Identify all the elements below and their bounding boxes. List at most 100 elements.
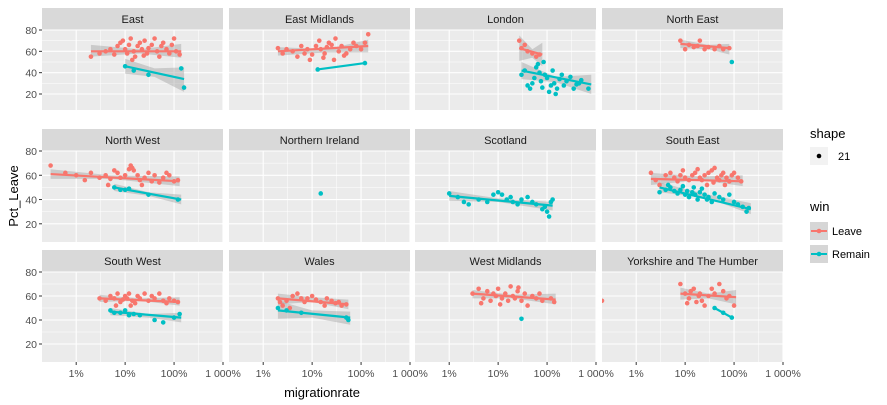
trend-line-remain	[277, 309, 351, 319]
data-point-remain	[571, 86, 576, 91]
data-point-remain	[561, 83, 567, 88]
panel-plot-area	[48, 163, 182, 205]
data-point-leave	[307, 57, 313, 63]
data-point-remain	[744, 209, 749, 214]
data-point-leave	[113, 303, 119, 308]
data-point-remain	[530, 81, 535, 86]
facet-strip-label: East Midlands	[285, 14, 355, 26]
panel-plot-area	[275, 291, 351, 325]
data-point-leave	[171, 36, 177, 41]
data-point-leave	[694, 299, 699, 305]
data-point-leave	[132, 54, 138, 59]
trend-line-leave	[50, 172, 180, 183]
legend-shape-label: 21	[838, 151, 850, 163]
data-point-leave	[488, 298, 493, 304]
panel-plot-area	[470, 284, 557, 322]
x-tick-label: 10%	[115, 368, 136, 380]
data-point-remain	[720, 197, 726, 202]
facet-strip-label: South West	[104, 256, 161, 268]
data-point-remain	[535, 61, 541, 67]
confidence-band-remain	[277, 300, 351, 325]
panel-plot-area	[97, 291, 182, 325]
data-point-leave	[280, 303, 285, 308]
data-point-leave	[302, 51, 307, 56]
data-point-remain	[551, 81, 557, 86]
data-point-leave	[495, 286, 501, 292]
data-point-remain	[446, 191, 452, 196]
data-point-leave	[516, 38, 522, 43]
data-point-leave	[692, 170, 698, 176]
trend-line-leave	[277, 297, 349, 306]
data-point-remain	[702, 192, 707, 197]
data-point-leave	[657, 182, 662, 188]
trend-line-remain	[317, 61, 366, 71]
data-point-leave	[129, 57, 135, 63]
data-point-leave	[331, 57, 337, 63]
data-point-leave	[82, 177, 88, 183]
panel-plot-area	[318, 191, 324, 196]
data-point-leave	[305, 296, 310, 301]
data-point-leave	[362, 40, 368, 46]
panel-plot-area	[648, 165, 752, 215]
legend-title-shape: shape	[810, 126, 845, 141]
data-point-leave	[702, 46, 707, 52]
facet-strip	[602, 250, 783, 272]
data-point-leave	[122, 172, 128, 178]
data-point-leave	[129, 165, 135, 171]
facet-london: London	[415, 8, 597, 110]
panel-background	[602, 151, 783, 242]
data-point-remain	[541, 59, 546, 65]
data-point-remain	[525, 83, 530, 88]
data-point-leave	[139, 182, 145, 188]
facet-strip-label: East	[121, 14, 143, 26]
data-point-remain	[122, 308, 128, 313]
data-point-remain	[525, 194, 530, 200]
data-point-leave	[551, 299, 557, 305]
data-point-leave	[309, 52, 315, 57]
facet-strip-label: West Midlands	[470, 256, 542, 268]
x-tick-label: 100%	[721, 368, 748, 380]
panel-plot-area	[678, 38, 735, 65]
data-point-remain	[546, 214, 552, 219]
panel-background	[415, 30, 596, 110]
data-point-remain	[544, 209, 550, 214]
data-point-remain	[550, 68, 555, 73]
data-point-leave	[298, 43, 304, 49]
data-point-leave	[126, 42, 132, 48]
data-point-leave	[720, 170, 726, 176]
data-point-leave	[663, 172, 668, 178]
data-point-leave	[341, 53, 347, 58]
facet-strip	[229, 8, 410, 30]
legend-label-leave: Leave	[832, 226, 862, 238]
y-tick-label: 80	[25, 146, 37, 158]
panel-plot-area	[516, 35, 592, 97]
panel-plot-area	[602, 281, 737, 320]
x-tick-label: 10%	[302, 368, 323, 380]
trend-line-remain	[110, 310, 182, 319]
data-point-leave	[648, 170, 654, 176]
data-point-leave	[358, 46, 364, 52]
data-point-leave	[142, 291, 147, 296]
data-point-leave	[691, 286, 697, 292]
trend-line-remain	[714, 307, 733, 319]
x-tick-label: 100%	[534, 368, 561, 380]
data-point-leave	[704, 182, 710, 188]
data-point-leave	[525, 303, 530, 308]
data-point-leave	[135, 43, 140, 49]
data-point-remain	[717, 194, 722, 200]
data-point-remain	[686, 194, 692, 200]
panel-background	[229, 151, 410, 242]
data-point-remain	[152, 317, 157, 323]
x-tick-label: 100%	[161, 368, 188, 380]
data-point-leave	[365, 31, 371, 37]
data-point-remain	[553, 91, 558, 97]
data-point-leave	[149, 42, 155, 48]
facet-strip	[42, 250, 223, 272]
data-point-leave	[142, 38, 147, 43]
trend-line-leave	[99, 297, 180, 304]
data-point-leave	[702, 172, 707, 178]
data-point-leave	[602, 298, 605, 304]
data-point-remain	[731, 199, 737, 205]
data-point-leave	[287, 305, 293, 311]
data-point-leave	[522, 42, 528, 48]
